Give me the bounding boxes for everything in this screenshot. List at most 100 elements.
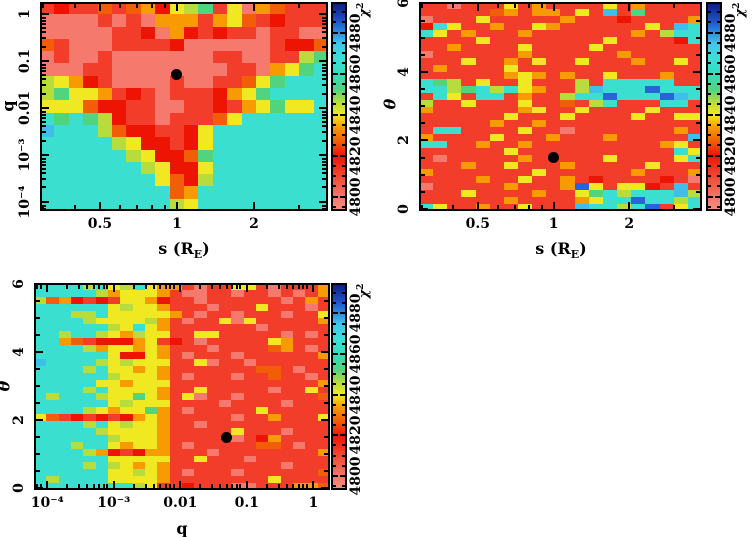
heatmap-cell bbox=[231, 358, 244, 366]
heatmap-cell bbox=[645, 169, 660, 177]
heatmap-cell bbox=[181, 393, 195, 401]
axis-tick bbox=[302, 285, 305, 289]
heatmap-cell bbox=[602, 2, 618, 9]
heatmap-cell bbox=[588, 155, 603, 163]
axis-tick bbox=[42, 31, 46, 34]
heatmap-cell bbox=[280, 358, 293, 366]
axis-tick bbox=[324, 368, 328, 371]
heatmap-cell bbox=[268, 469, 281, 477]
heatmap-cell bbox=[132, 427, 145, 435]
axis-tick bbox=[322, 78, 326, 81]
heatmap-cell bbox=[169, 414, 182, 421]
x-label-sub: E bbox=[570, 248, 580, 261]
heatmap-cell bbox=[475, 22, 490, 30]
heatmap-cell bbox=[631, 57, 646, 65]
heatmap-cell bbox=[255, 462, 269, 470]
colorbar-tick bbox=[333, 353, 338, 356]
heatmap-cell bbox=[617, 50, 632, 58]
chi-exponent: 2 bbox=[355, 283, 366, 290]
heatmap-cell bbox=[70, 469, 84, 477]
heatmap-cell bbox=[673, 43, 688, 51]
heatmap-cell bbox=[157, 303, 170, 311]
heatmap-cell bbox=[140, 137, 156, 150]
heatmap-cell bbox=[132, 365, 145, 373]
x-tick-label: 10⁻⁴ bbox=[30, 495, 64, 511]
heatmap-cell bbox=[673, 127, 688, 135]
heatmap-cell bbox=[120, 310, 133, 318]
heatmap-cell bbox=[181, 455, 195, 463]
heatmap-cell bbox=[475, 78, 490, 86]
heatmap-cell bbox=[518, 155, 533, 163]
heatmap-cell bbox=[194, 400, 207, 408]
axis-tick bbox=[172, 285, 175, 289]
heatmap-cell bbox=[317, 407, 330, 415]
heatmap-cell bbox=[280, 469, 293, 477]
heatmap-cell bbox=[518, 64, 533, 72]
heatmap-cell bbox=[34, 338, 47, 346]
heatmap-cell bbox=[212, 198, 228, 211]
heatmap-cell bbox=[183, 198, 199, 211]
colorbar-tick-label: 4880 bbox=[348, 13, 364, 53]
heatmap-cell bbox=[243, 455, 256, 463]
y-tick-label: 0 bbox=[11, 483, 27, 493]
axis-tick bbox=[321, 351, 328, 354]
heatmap-cell bbox=[313, 2, 328, 15]
heatmap-cell bbox=[255, 14, 271, 27]
heatmap-cell bbox=[659, 57, 674, 65]
axis-tick bbox=[322, 160, 326, 163]
heatmap-cell bbox=[206, 455, 219, 463]
heatmap-cell bbox=[503, 64, 519, 72]
heatmap-cell bbox=[169, 421, 182, 428]
heatmap-cell bbox=[546, 92, 561, 100]
axis-tick bbox=[277, 484, 280, 488]
heatmap-cell bbox=[317, 379, 330, 387]
x-tick-label: 0.1 bbox=[234, 495, 260, 511]
heatmap-cell bbox=[532, 29, 547, 37]
heatmap-cell bbox=[255, 161, 271, 175]
heatmap-cell bbox=[602, 64, 618, 72]
heatmap-cell bbox=[206, 352, 219, 359]
heatmap-cell bbox=[292, 352, 306, 359]
heatmap-cell bbox=[107, 441, 121, 449]
heatmap-cell bbox=[518, 15, 533, 23]
heatmap-cell bbox=[144, 469, 158, 477]
heatmap-cell bbox=[68, 149, 84, 162]
axis-tick bbox=[322, 26, 326, 29]
axis-tick bbox=[421, 88, 425, 91]
axis-tick bbox=[106, 285, 109, 289]
axis-tick bbox=[322, 120, 326, 123]
heatmap-cell bbox=[645, 204, 660, 211]
heatmap-cell bbox=[532, 71, 547, 79]
heatmap-cell bbox=[574, 162, 589, 170]
heatmap-cell bbox=[83, 303, 96, 311]
heatmap-cell bbox=[532, 183, 547, 191]
heatmap-cell bbox=[518, 183, 533, 191]
heatmap-cell bbox=[503, 43, 519, 51]
heatmap-cell bbox=[687, 134, 702, 142]
heatmap-cell bbox=[218, 303, 232, 311]
heatmap-cell bbox=[433, 183, 448, 191]
heatmap-cell bbox=[83, 400, 96, 408]
heatmap-cell bbox=[120, 476, 133, 484]
heatmap-cell bbox=[673, 50, 688, 58]
axis-tick bbox=[292, 484, 295, 488]
heatmap-cell bbox=[433, 92, 448, 100]
heatmap-cell bbox=[206, 379, 219, 387]
heatmap-cell bbox=[54, 51, 69, 64]
heatmap-cell bbox=[268, 421, 281, 428]
heatmap-cell bbox=[218, 483, 232, 490]
axis-tick bbox=[696, 53, 700, 56]
heatmap-cell bbox=[243, 386, 256, 394]
heatmap-cell bbox=[317, 283, 330, 290]
heatmap-cell bbox=[218, 345, 232, 352]
x-tick-label: 0.5 bbox=[87, 216, 113, 232]
heatmap-cell bbox=[292, 469, 306, 477]
heatmap-cell bbox=[144, 455, 158, 463]
heatmap-cell bbox=[255, 414, 269, 421]
heatmap-cell bbox=[280, 407, 293, 415]
heatmap-cell bbox=[206, 331, 219, 339]
heatmap-cell bbox=[218, 317, 232, 325]
heatmap-cell bbox=[447, 50, 462, 58]
axis-tick bbox=[476, 4, 479, 11]
axis-tick bbox=[421, 36, 425, 39]
